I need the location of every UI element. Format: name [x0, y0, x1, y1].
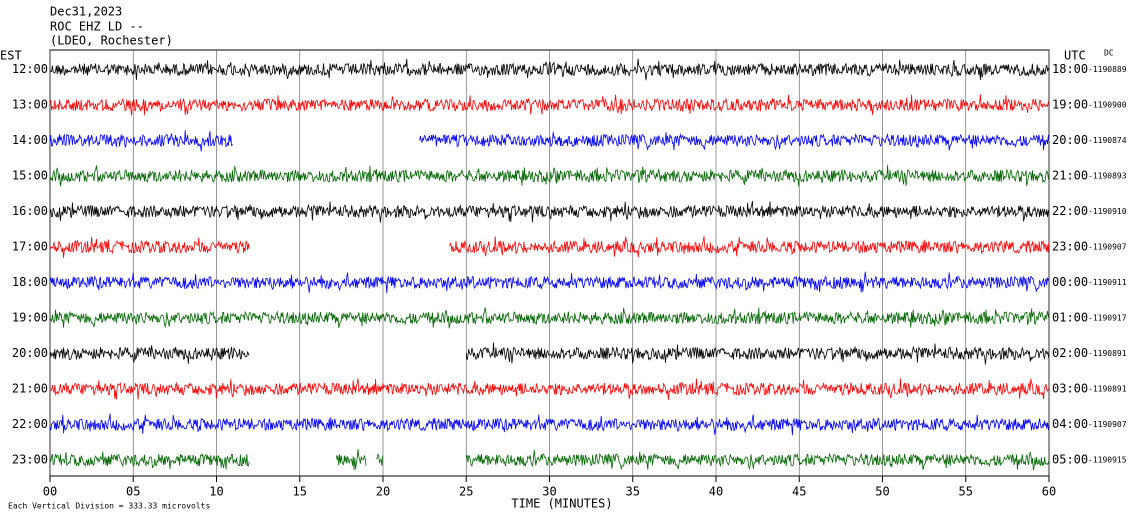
trace-segment	[49, 165, 1049, 187]
x-tick-label: 15	[293, 485, 307, 499]
dc-value: -1190907	[1088, 420, 1127, 429]
x-tick-label: 10	[209, 485, 223, 499]
trace-segment	[465, 449, 1049, 471]
utc-label: 00:00	[1052, 275, 1088, 289]
dc-value: -1190911	[1088, 278, 1127, 287]
header-line: (LDEO, Rochester)	[50, 34, 173, 48]
trace-segment	[449, 235, 1050, 258]
x-tick-label: 05	[126, 485, 140, 499]
x-tick-label: 55	[959, 485, 973, 499]
dc-value: -1190874	[1088, 136, 1127, 145]
est-label: 23:00	[12, 453, 48, 467]
trace-segment	[419, 131, 1049, 151]
est-label: 21:00	[12, 382, 48, 396]
utc-label: 20:00	[1052, 133, 1088, 147]
est-label: 19:00	[12, 311, 48, 325]
dc-value: -1190891	[1088, 349, 1127, 358]
trace-segment	[49, 236, 250, 258]
x-axis-label: TIME (MINUTES)	[511, 497, 612, 511]
est-label: 18:00	[12, 275, 48, 289]
right-axis-label: UTC	[1064, 49, 1086, 63]
dc-value: -1190893	[1088, 172, 1127, 181]
est-label: 16:00	[12, 204, 48, 218]
est-label: 20:00	[12, 346, 48, 360]
trace-segment	[49, 307, 1049, 329]
utc-label: 19:00	[1052, 98, 1088, 112]
est-label: 14:00	[12, 133, 48, 147]
x-tick-label: 00	[43, 485, 57, 499]
trace-segment	[49, 200, 1049, 223]
header-line: ROC EHZ LD --	[50, 20, 144, 34]
dc-value: -1190915	[1088, 456, 1127, 465]
utc-label: 21:00	[1052, 169, 1088, 183]
est-label: 22:00	[12, 417, 48, 431]
dc-value: -1190907	[1088, 243, 1127, 252]
utc-label: 23:00	[1052, 240, 1088, 254]
utc-label: 22:00	[1052, 204, 1088, 218]
dc-value: -1190910	[1088, 207, 1127, 216]
trace-segment	[376, 453, 384, 466]
utc-label: 04:00	[1052, 417, 1088, 431]
dc-value: -1190917	[1088, 314, 1127, 323]
scale-note: Each Vertical Division = 333.33 microvol…	[8, 502, 210, 511]
x-tick-label: 60	[1042, 485, 1056, 499]
trace-segment	[49, 130, 233, 152]
utc-label: 03:00	[1052, 382, 1088, 396]
dc-value: -1190891	[1088, 385, 1127, 394]
est-label: 17:00	[12, 240, 48, 254]
trace-segment	[49, 58, 1049, 81]
x-tick-label: 25	[459, 485, 473, 499]
x-tick-label: 50	[875, 485, 889, 499]
x-tick-label: 45	[792, 485, 806, 499]
dc-value: -1190900	[1088, 101, 1127, 110]
dc-value: -1190889	[1088, 65, 1127, 74]
trace-segment	[49, 94, 1049, 116]
est-label: 12:00	[12, 62, 48, 76]
est-label: 13:00	[12, 98, 48, 112]
trace-segment	[49, 271, 1049, 294]
trace-segment	[336, 449, 367, 471]
trace-segment	[49, 345, 250, 364]
trace-segment	[465, 342, 1049, 365]
utc-label: 02:00	[1052, 346, 1088, 360]
left-axis-label: EST	[0, 49, 22, 63]
x-tick-label: 35	[626, 485, 640, 499]
x-tick-label: 30	[542, 485, 556, 499]
x-tick-label: 20	[376, 485, 390, 499]
est-label: 15:00	[12, 169, 48, 183]
dc-label: DC	[1104, 49, 1114, 58]
header-line: Dec31,2023	[50, 5, 122, 19]
trace-segment	[49, 378, 1049, 400]
trace-segment	[49, 413, 1049, 436]
x-tick-label: 40	[709, 485, 723, 499]
utc-label: 05:00	[1052, 453, 1088, 467]
utc-label: 18:00	[1052, 62, 1088, 76]
utc-label: 01:00	[1052, 311, 1088, 325]
trace-segment	[49, 451, 250, 470]
